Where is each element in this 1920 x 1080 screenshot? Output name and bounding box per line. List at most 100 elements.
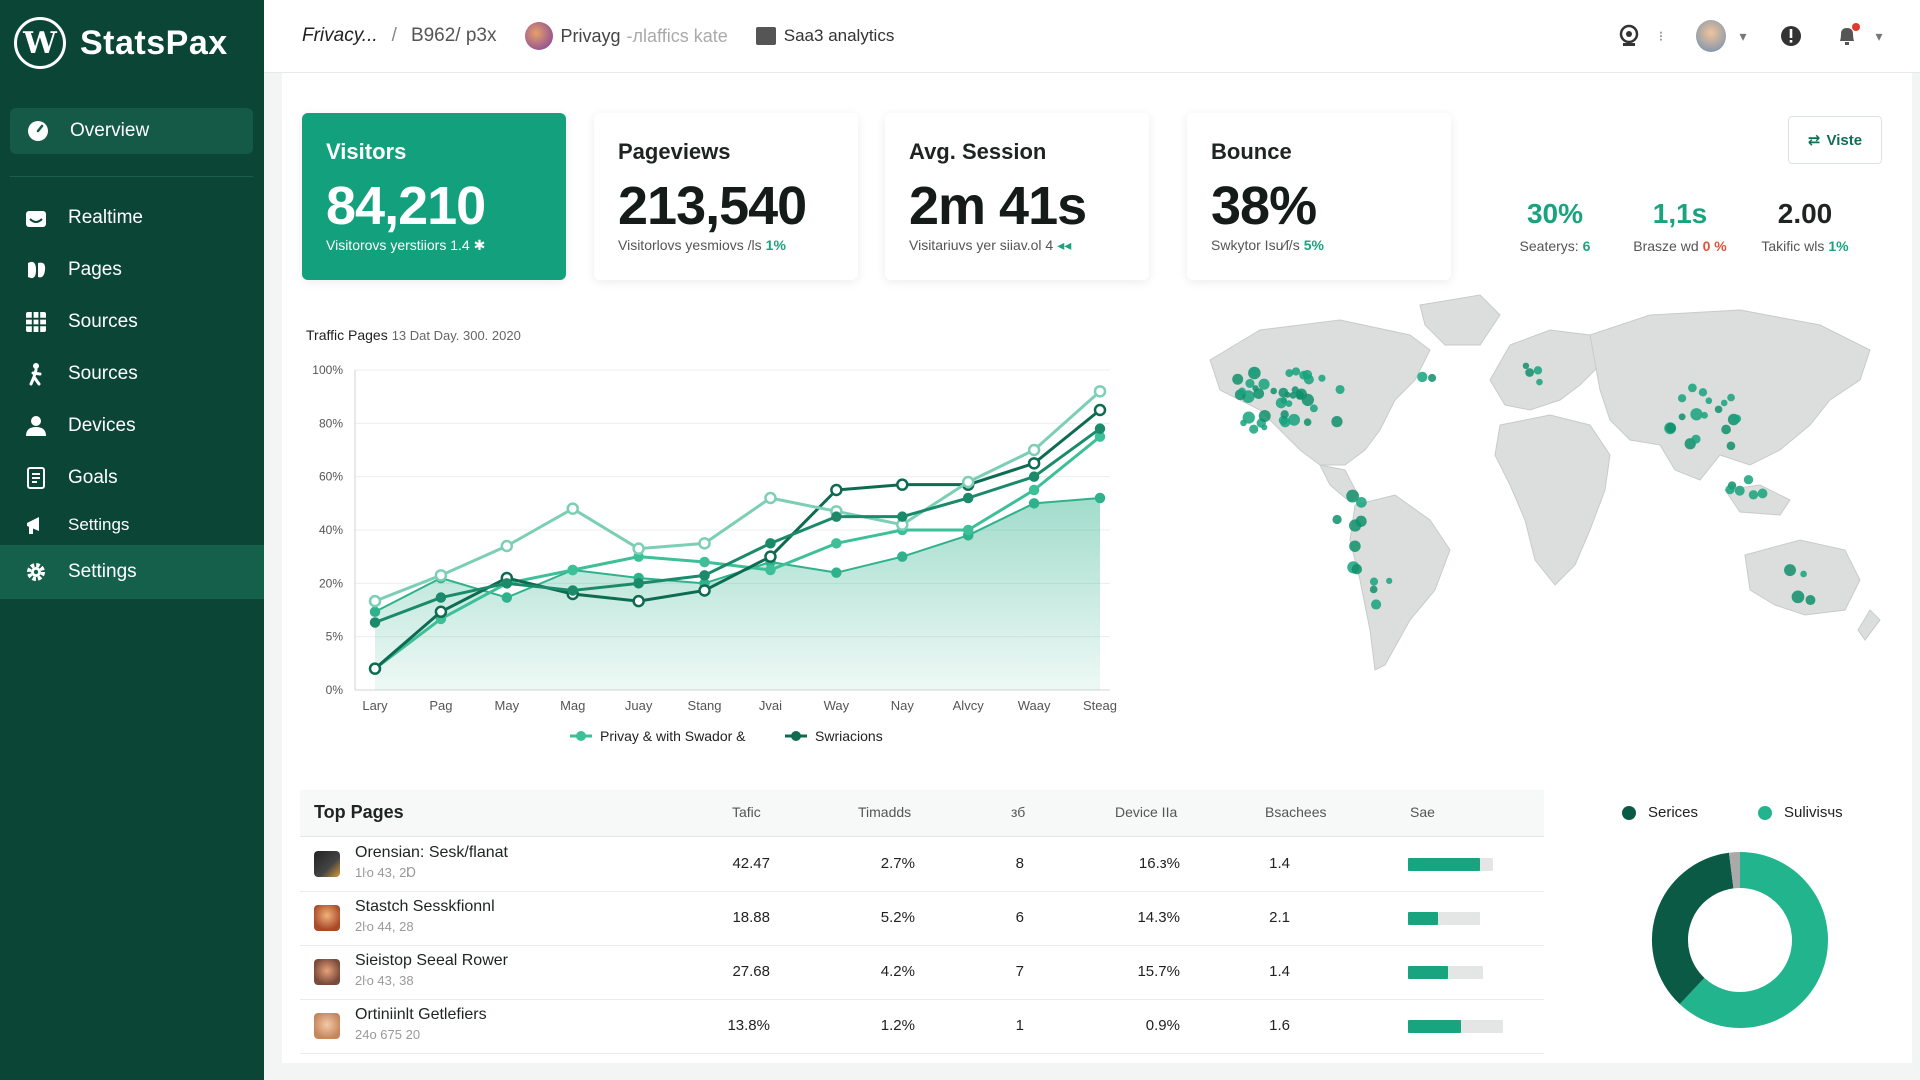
alert-icon[interactable] bbox=[1776, 21, 1806, 51]
traffic-line-chart[interactable]: 0% 5% 20% 40% 60% 80% 100% Lary Pag May Mag Juay Sta… bbox=[300, 350, 1130, 760]
column-header[interactable]: зб bbox=[1011, 804, 1026, 820]
page-thumbnail bbox=[314, 959, 340, 985]
sidebar-item-settings-active[interactable]: Settings bbox=[0, 545, 264, 599]
mini-stat-label: Takific wls 1% bbox=[1740, 238, 1870, 254]
cell-traffic: 18.88 bbox=[732, 909, 770, 926]
sidebar-item-pages[interactable]: Pages bbox=[0, 245, 264, 295]
map-dot bbox=[1805, 595, 1816, 606]
mini-stat-label-text: Takific wls bbox=[1761, 238, 1825, 254]
map-dot bbox=[1714, 405, 1723, 414]
brand[interactable]: W StatsPax bbox=[0, 0, 264, 86]
notification-bell-icon[interactable] bbox=[1832, 21, 1862, 51]
sidebar-item-overview[interactable]: Overview bbox=[10, 108, 253, 154]
sidebar-item-devices[interactable]: Devices bbox=[0, 401, 264, 451]
series-line-point bbox=[962, 524, 974, 536]
world-map-icon[interactable] bbox=[1180, 290, 1890, 730]
webcam-icon[interactable] bbox=[1614, 21, 1644, 51]
map-dot bbox=[1238, 387, 1246, 396]
more-dots-icon[interactable]: ⁝ bbox=[1658, 27, 1664, 44]
cell-device: 0.9% bbox=[1145, 1017, 1180, 1034]
mini-stat-delta: 6 bbox=[1582, 238, 1591, 254]
page-thumbnail bbox=[314, 1013, 340, 1039]
y-tick-label: 60% bbox=[319, 470, 343, 484]
donut-chart[interactable] bbox=[1640, 840, 1840, 1040]
table-row[interactable]: Stastch Sesskfionnl 2ŀо 44, 28 18.88 5.2… bbox=[300, 891, 1544, 946]
x-tick-label: May bbox=[495, 698, 520, 713]
map-dot bbox=[1232, 373, 1244, 385]
column-header[interactable]: Bsachees bbox=[1265, 804, 1327, 820]
map-dot bbox=[1705, 397, 1713, 405]
stat-subtext-label: Visitariuvs yer siiav.ol 4 bbox=[909, 237, 1054, 253]
stat-card-pageviews[interactable]: Pageviews 213,540 Visitorlovs yesmiovs /… bbox=[594, 113, 858, 280]
user-avatar[interactable] bbox=[1696, 20, 1726, 52]
breadcrumb-root[interactable]: Frivacy... bbox=[302, 25, 378, 46]
cell-device: 14.3% bbox=[1137, 909, 1180, 926]
series-line-point bbox=[699, 570, 710, 581]
stat-card-visitors[interactable]: Visitors 84,210 Visitorovs yerstiiors 1.… bbox=[302, 113, 566, 280]
legend-label: Privay & with Swador & bbox=[600, 728, 746, 744]
column-header[interactable]: Timadds bbox=[858, 804, 912, 820]
donut-slice[interactable] bbox=[1728, 852, 1741, 889]
analytics-link[interactable]: Saa3 analytics bbox=[755, 26, 894, 46]
breadcrumb-current[interactable]: В962/ p3x bbox=[410, 25, 497, 46]
column-header[interactable]: Sae bbox=[1410, 804, 1435, 820]
site-selector[interactable]: Privayg -лlaffics kate bbox=[524, 22, 728, 50]
column-header[interactable]: Tafic bbox=[732, 804, 761, 820]
column-header[interactable]: Device IIa bbox=[1115, 804, 1178, 820]
chevron-down-icon[interactable]: ▾ bbox=[1875, 27, 1883, 44]
sidebar-item-label: Overview bbox=[70, 120, 150, 141]
table-row[interactable]: Sieistop Seeal Rower 2ŀо 43, 38 27.68 4.… bbox=[300, 945, 1544, 1000]
table-title: Top Pages bbox=[314, 802, 404, 822]
map-dot bbox=[1522, 362, 1530, 370]
sidebar-item-sources[interactable]: Sources bbox=[0, 297, 264, 347]
stat-delta: ◂◂ bbox=[1057, 237, 1072, 253]
map-dot bbox=[1525, 368, 1535, 377]
sidebar-item-settings[interactable]: Settings bbox=[0, 500, 264, 550]
map-dot bbox=[1726, 441, 1736, 451]
megaphone-icon bbox=[24, 513, 48, 537]
donut-slice[interactable] bbox=[1652, 852, 1735, 1005]
analytics-icon bbox=[755, 27, 776, 45]
cell-traffic: 42.47 bbox=[732, 855, 770, 872]
x-tick-label: Way bbox=[824, 698, 850, 713]
cell-bounces: 1.4 bbox=[1269, 963, 1290, 980]
series-line-point bbox=[632, 594, 645, 608]
x-tick-label: Mag bbox=[560, 698, 585, 713]
stat-subtext: Visitorlovs yesmiovs /ls 1% bbox=[618, 237, 786, 253]
stat-delta: ✱ bbox=[473, 237, 486, 253]
sidebar-item-goals[interactable]: Goals bbox=[0, 453, 264, 503]
mini-stat-1: 30% Seaterys: 6 bbox=[1490, 198, 1620, 254]
site-avatar bbox=[524, 22, 553, 50]
series-line bbox=[374, 408, 1101, 670]
sidebar-item-label: Goals bbox=[68, 467, 118, 488]
map-dot bbox=[1335, 384, 1345, 395]
series-line-point bbox=[830, 483, 843, 497]
view-button[interactable]: ⇄ Viste bbox=[1788, 116, 1882, 164]
x-tick-label: Jvai bbox=[759, 698, 782, 713]
stat-card-bounce[interactable]: Bounce 38% Swkytor Isu⁄ſ/s 5% bbox=[1187, 113, 1451, 280]
page-meta: 24о 675 20 bbox=[355, 1027, 421, 1042]
row-progress-bar bbox=[1408, 966, 1483, 979]
table-row[interactable]: Ortiniinlt Getlefiers 24о 675 20 13.8% 1… bbox=[300, 999, 1544, 1054]
chart-title-text: Traffic Pages bbox=[306, 327, 388, 343]
table-row[interactable]: Orensian: Sesk/flanat 1ŀо 43, 2Ɒ 42.47 2… bbox=[300, 837, 1544, 892]
top-pages-table: Top Pages Tafic Timadds зб Device IIa Bs… bbox=[300, 790, 1544, 1054]
mini-stat-label: Brasze wd 0 % bbox=[1615, 238, 1745, 254]
stat-card-avg-session[interactable]: Avg. Session 2m 41s Visitariuvs yer siia… bbox=[885, 113, 1149, 280]
chart-subtitle: 13 Dat Day. 300. 2020 bbox=[391, 328, 521, 343]
map-dot bbox=[1757, 488, 1768, 499]
page-name: Orensian: Sesk/flanat bbox=[355, 844, 508, 861]
sidebar-item-sources-2[interactable]: Sources bbox=[0, 349, 264, 399]
map-dot bbox=[1533, 366, 1543, 375]
map-dot bbox=[1688, 383, 1697, 393]
map-dot bbox=[1245, 378, 1255, 389]
page-name: Ortiniinlt Getlefiers bbox=[355, 1006, 487, 1023]
sidebar-item-realtime[interactable]: Realtime bbox=[0, 193, 264, 243]
map-dot bbox=[1701, 411, 1708, 419]
cell-traffic: 13.8% bbox=[727, 1017, 770, 1034]
realtime-icon bbox=[24, 206, 48, 230]
map-dot bbox=[1720, 399, 1728, 407]
chevron-down-icon[interactable]: ▾ bbox=[1739, 27, 1747, 44]
donut-slice[interactable] bbox=[1679, 852, 1828, 1028]
series-line-point bbox=[368, 662, 382, 675]
